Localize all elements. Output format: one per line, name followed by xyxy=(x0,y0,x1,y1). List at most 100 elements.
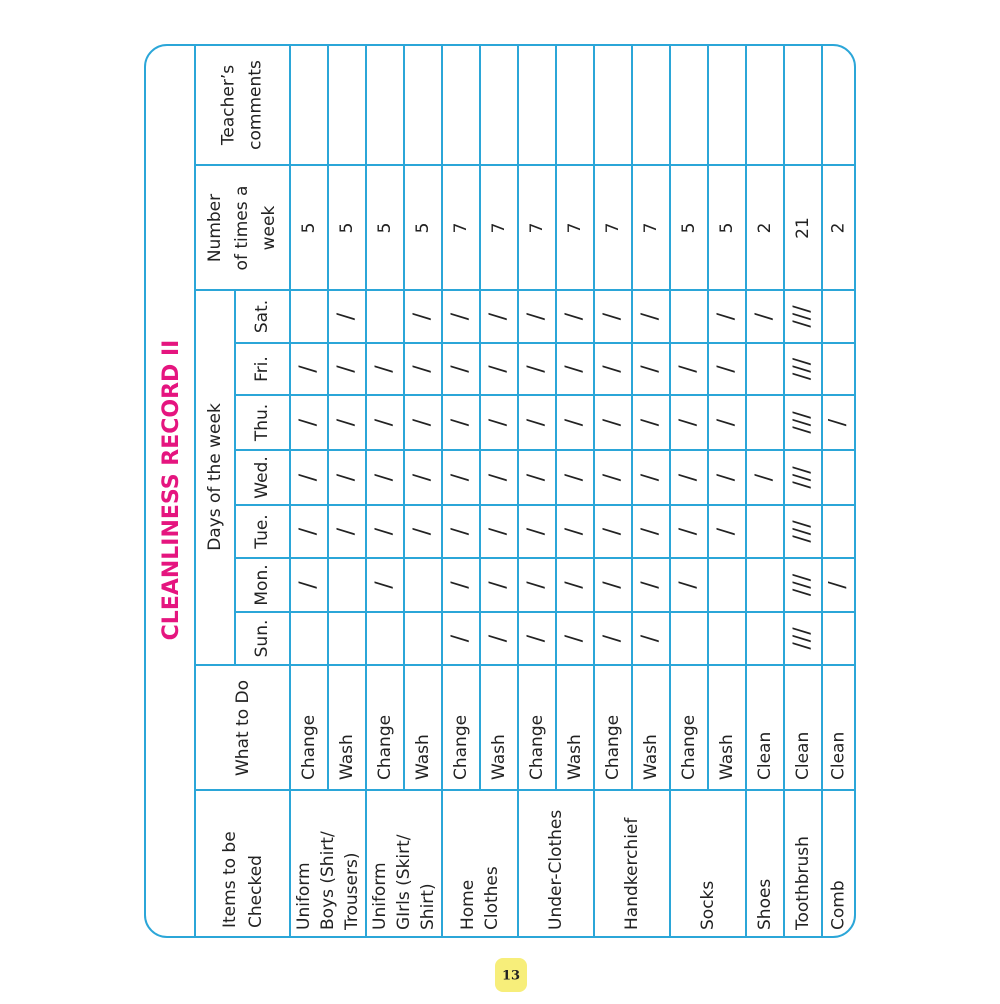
header-comments: Teacher’s xyxy=(219,65,239,146)
times: 7 xyxy=(603,223,623,234)
times: 7 xyxy=(565,223,585,234)
header-day: Wed. xyxy=(252,456,272,498)
tick: / xyxy=(524,365,549,373)
times: 5 xyxy=(299,223,319,234)
action: Clean xyxy=(829,732,849,780)
tick: / xyxy=(410,418,435,426)
tick: / xyxy=(600,418,625,426)
item-label: Uniform xyxy=(294,862,314,930)
tick: / xyxy=(714,418,739,426)
tick: / xyxy=(676,365,701,373)
times: 7 xyxy=(489,223,509,234)
tick: / xyxy=(296,418,321,426)
tick: / xyxy=(600,581,625,589)
tick: /// xyxy=(790,466,815,489)
times: 7 xyxy=(451,223,471,234)
tick: / xyxy=(714,312,739,320)
action: Wash xyxy=(641,734,661,780)
tick: / xyxy=(600,365,625,373)
action: Change xyxy=(679,715,699,780)
tick: / xyxy=(448,473,473,481)
tick: / xyxy=(448,581,473,589)
tick: / xyxy=(448,365,473,373)
times: 2 xyxy=(755,223,775,234)
page-number-badge xyxy=(495,958,527,992)
times: 5 xyxy=(375,223,395,234)
action: Clean xyxy=(793,732,813,780)
item-label: GIrls (Skirt/ xyxy=(394,834,414,930)
tick: / xyxy=(448,634,473,642)
tick: / xyxy=(372,473,397,481)
header-day: Fri. xyxy=(252,356,272,382)
action: Wash xyxy=(413,734,433,780)
tick: / xyxy=(486,527,511,535)
tick: / xyxy=(372,418,397,426)
tick: / xyxy=(676,527,701,535)
tick: / xyxy=(600,473,625,481)
tick: / xyxy=(486,312,511,320)
action: Wash xyxy=(489,734,509,780)
tick: / xyxy=(334,418,359,426)
header-what: What to Do xyxy=(233,680,253,776)
action: Clean xyxy=(755,732,775,780)
action: Change xyxy=(375,715,395,780)
item-label: Toothbrush xyxy=(793,836,813,931)
tick: / xyxy=(562,418,587,426)
action: Wash xyxy=(717,734,737,780)
tick: / xyxy=(448,418,473,426)
action: Change xyxy=(299,715,319,780)
tick: / xyxy=(372,527,397,535)
tick: / xyxy=(638,634,663,642)
tick: / xyxy=(296,473,321,481)
tick: / xyxy=(524,634,549,642)
tick: / xyxy=(562,581,587,589)
tick: / xyxy=(448,527,473,535)
tick: / xyxy=(638,473,663,481)
times: 5 xyxy=(717,223,737,234)
item-label: Clothes xyxy=(482,866,502,930)
times: 5 xyxy=(679,223,699,234)
header-number: week xyxy=(259,206,279,251)
item-label: Handkerchief xyxy=(622,817,642,930)
tick: /// xyxy=(790,627,815,650)
tick: / xyxy=(410,527,435,535)
tick: / xyxy=(638,527,663,535)
tick: / xyxy=(752,312,777,320)
item-label: Uniform xyxy=(370,862,390,930)
header-day: Mon. xyxy=(252,564,272,605)
times: 5 xyxy=(413,223,433,234)
action: Change xyxy=(451,715,471,780)
tick: / xyxy=(600,634,625,642)
tick: / xyxy=(372,581,397,589)
header-items: Items to be xyxy=(220,831,240,928)
item-label: Socks xyxy=(698,881,718,930)
tick: /// xyxy=(790,573,815,596)
item-label: Under-Clothes xyxy=(546,810,566,930)
action: Change xyxy=(527,715,547,780)
tick: /// xyxy=(790,520,815,543)
header-items: Checked xyxy=(246,855,266,928)
tick: / xyxy=(676,581,701,589)
item-label: Trousers) xyxy=(342,853,362,931)
header-day: Sat. xyxy=(252,300,272,333)
tick: / xyxy=(638,418,663,426)
tick: / xyxy=(752,473,777,481)
tick: / xyxy=(410,365,435,373)
tick: / xyxy=(562,634,587,642)
tick: / xyxy=(296,365,321,373)
tick: / xyxy=(826,418,851,426)
header-days: Days of the week xyxy=(205,403,225,551)
tick: / xyxy=(600,527,625,535)
tick: / xyxy=(410,473,435,481)
tick: / xyxy=(486,581,511,589)
tick: / xyxy=(334,365,359,373)
tick: / xyxy=(676,418,701,426)
tick: / xyxy=(486,418,511,426)
action: Change xyxy=(603,715,623,780)
tick: / xyxy=(296,527,321,535)
tick: / xyxy=(410,312,435,320)
tick: / xyxy=(638,365,663,373)
tick: / xyxy=(524,581,549,589)
tick: / xyxy=(714,473,739,481)
